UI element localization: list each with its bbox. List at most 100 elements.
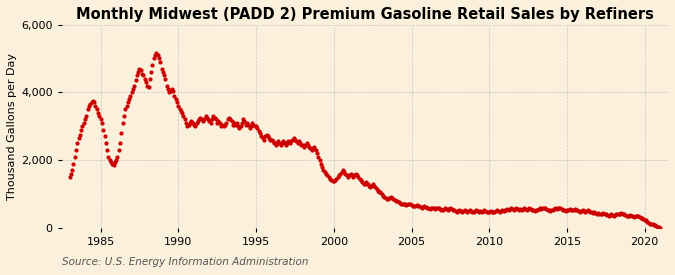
Point <box>432 205 443 210</box>
Point <box>271 141 282 145</box>
Point <box>140 80 151 84</box>
Point <box>153 56 164 60</box>
Point <box>475 209 485 213</box>
Point <box>296 143 307 147</box>
Point <box>111 158 122 162</box>
Point <box>554 205 564 210</box>
Point <box>104 158 115 162</box>
Point <box>74 133 85 137</box>
Point <box>195 116 206 120</box>
Point <box>441 207 452 211</box>
Point <box>156 66 167 71</box>
Point <box>343 175 354 179</box>
Point <box>549 207 560 211</box>
Point <box>225 117 236 122</box>
Point <box>379 195 389 200</box>
Point <box>184 122 194 127</box>
Point <box>344 173 355 178</box>
Point <box>445 206 456 210</box>
Point <box>85 102 96 106</box>
Point <box>394 201 405 205</box>
Point <box>369 183 379 188</box>
Point <box>211 117 221 122</box>
Point <box>291 139 302 144</box>
Point <box>653 225 664 229</box>
Point <box>381 197 392 201</box>
Point <box>418 205 429 209</box>
Point <box>82 107 93 111</box>
Point <box>187 121 198 125</box>
Point <box>504 207 515 211</box>
Point <box>642 220 653 224</box>
Point <box>294 139 304 144</box>
Point <box>425 206 436 210</box>
Point <box>615 211 626 216</box>
Point <box>281 143 292 147</box>
Point <box>232 124 243 128</box>
Point <box>238 117 248 122</box>
Point <box>312 151 323 156</box>
Point <box>419 204 430 208</box>
Point <box>583 208 593 213</box>
Point <box>77 124 88 128</box>
Point <box>90 104 101 108</box>
Point <box>313 155 324 159</box>
Point <box>106 160 117 164</box>
Point <box>133 70 144 74</box>
Point <box>493 209 504 213</box>
Point <box>655 226 666 230</box>
Point <box>352 173 362 178</box>
Point <box>410 203 421 208</box>
Point <box>339 170 350 174</box>
Point <box>610 213 620 217</box>
Point <box>68 161 79 166</box>
Point <box>594 211 605 216</box>
Point <box>218 124 229 128</box>
Point <box>260 134 271 139</box>
Point <box>364 185 375 189</box>
Point <box>345 172 356 176</box>
Point <box>373 188 383 193</box>
Point <box>246 124 256 128</box>
Point <box>302 143 313 147</box>
Point <box>327 179 338 183</box>
Point <box>487 210 497 214</box>
Point <box>226 119 237 123</box>
Point <box>335 172 346 176</box>
Point <box>360 180 371 184</box>
Point <box>332 175 343 179</box>
Point <box>421 205 431 209</box>
Point <box>348 175 358 179</box>
Point <box>155 60 165 64</box>
Point <box>321 172 331 176</box>
Point <box>190 124 200 128</box>
Point <box>551 207 562 211</box>
Point <box>292 141 303 145</box>
Point <box>235 124 246 128</box>
Point <box>287 138 298 142</box>
Point <box>491 209 502 213</box>
Point <box>572 208 583 213</box>
Point <box>346 173 357 178</box>
Point <box>129 83 140 88</box>
Point <box>310 148 321 152</box>
Point <box>150 53 161 57</box>
Point <box>275 143 286 147</box>
Point <box>125 94 136 98</box>
Point <box>254 131 265 135</box>
Point <box>144 76 155 81</box>
Point <box>336 170 347 174</box>
Point <box>376 192 387 196</box>
Point <box>314 158 325 162</box>
Point <box>213 119 224 123</box>
Point <box>428 206 439 210</box>
Point <box>130 78 141 83</box>
Point <box>248 122 259 127</box>
Point <box>309 144 320 149</box>
Point <box>300 143 310 147</box>
Point <box>634 215 645 219</box>
Point <box>219 122 230 127</box>
Point <box>567 208 578 213</box>
Point <box>539 206 550 210</box>
Point <box>501 207 512 212</box>
